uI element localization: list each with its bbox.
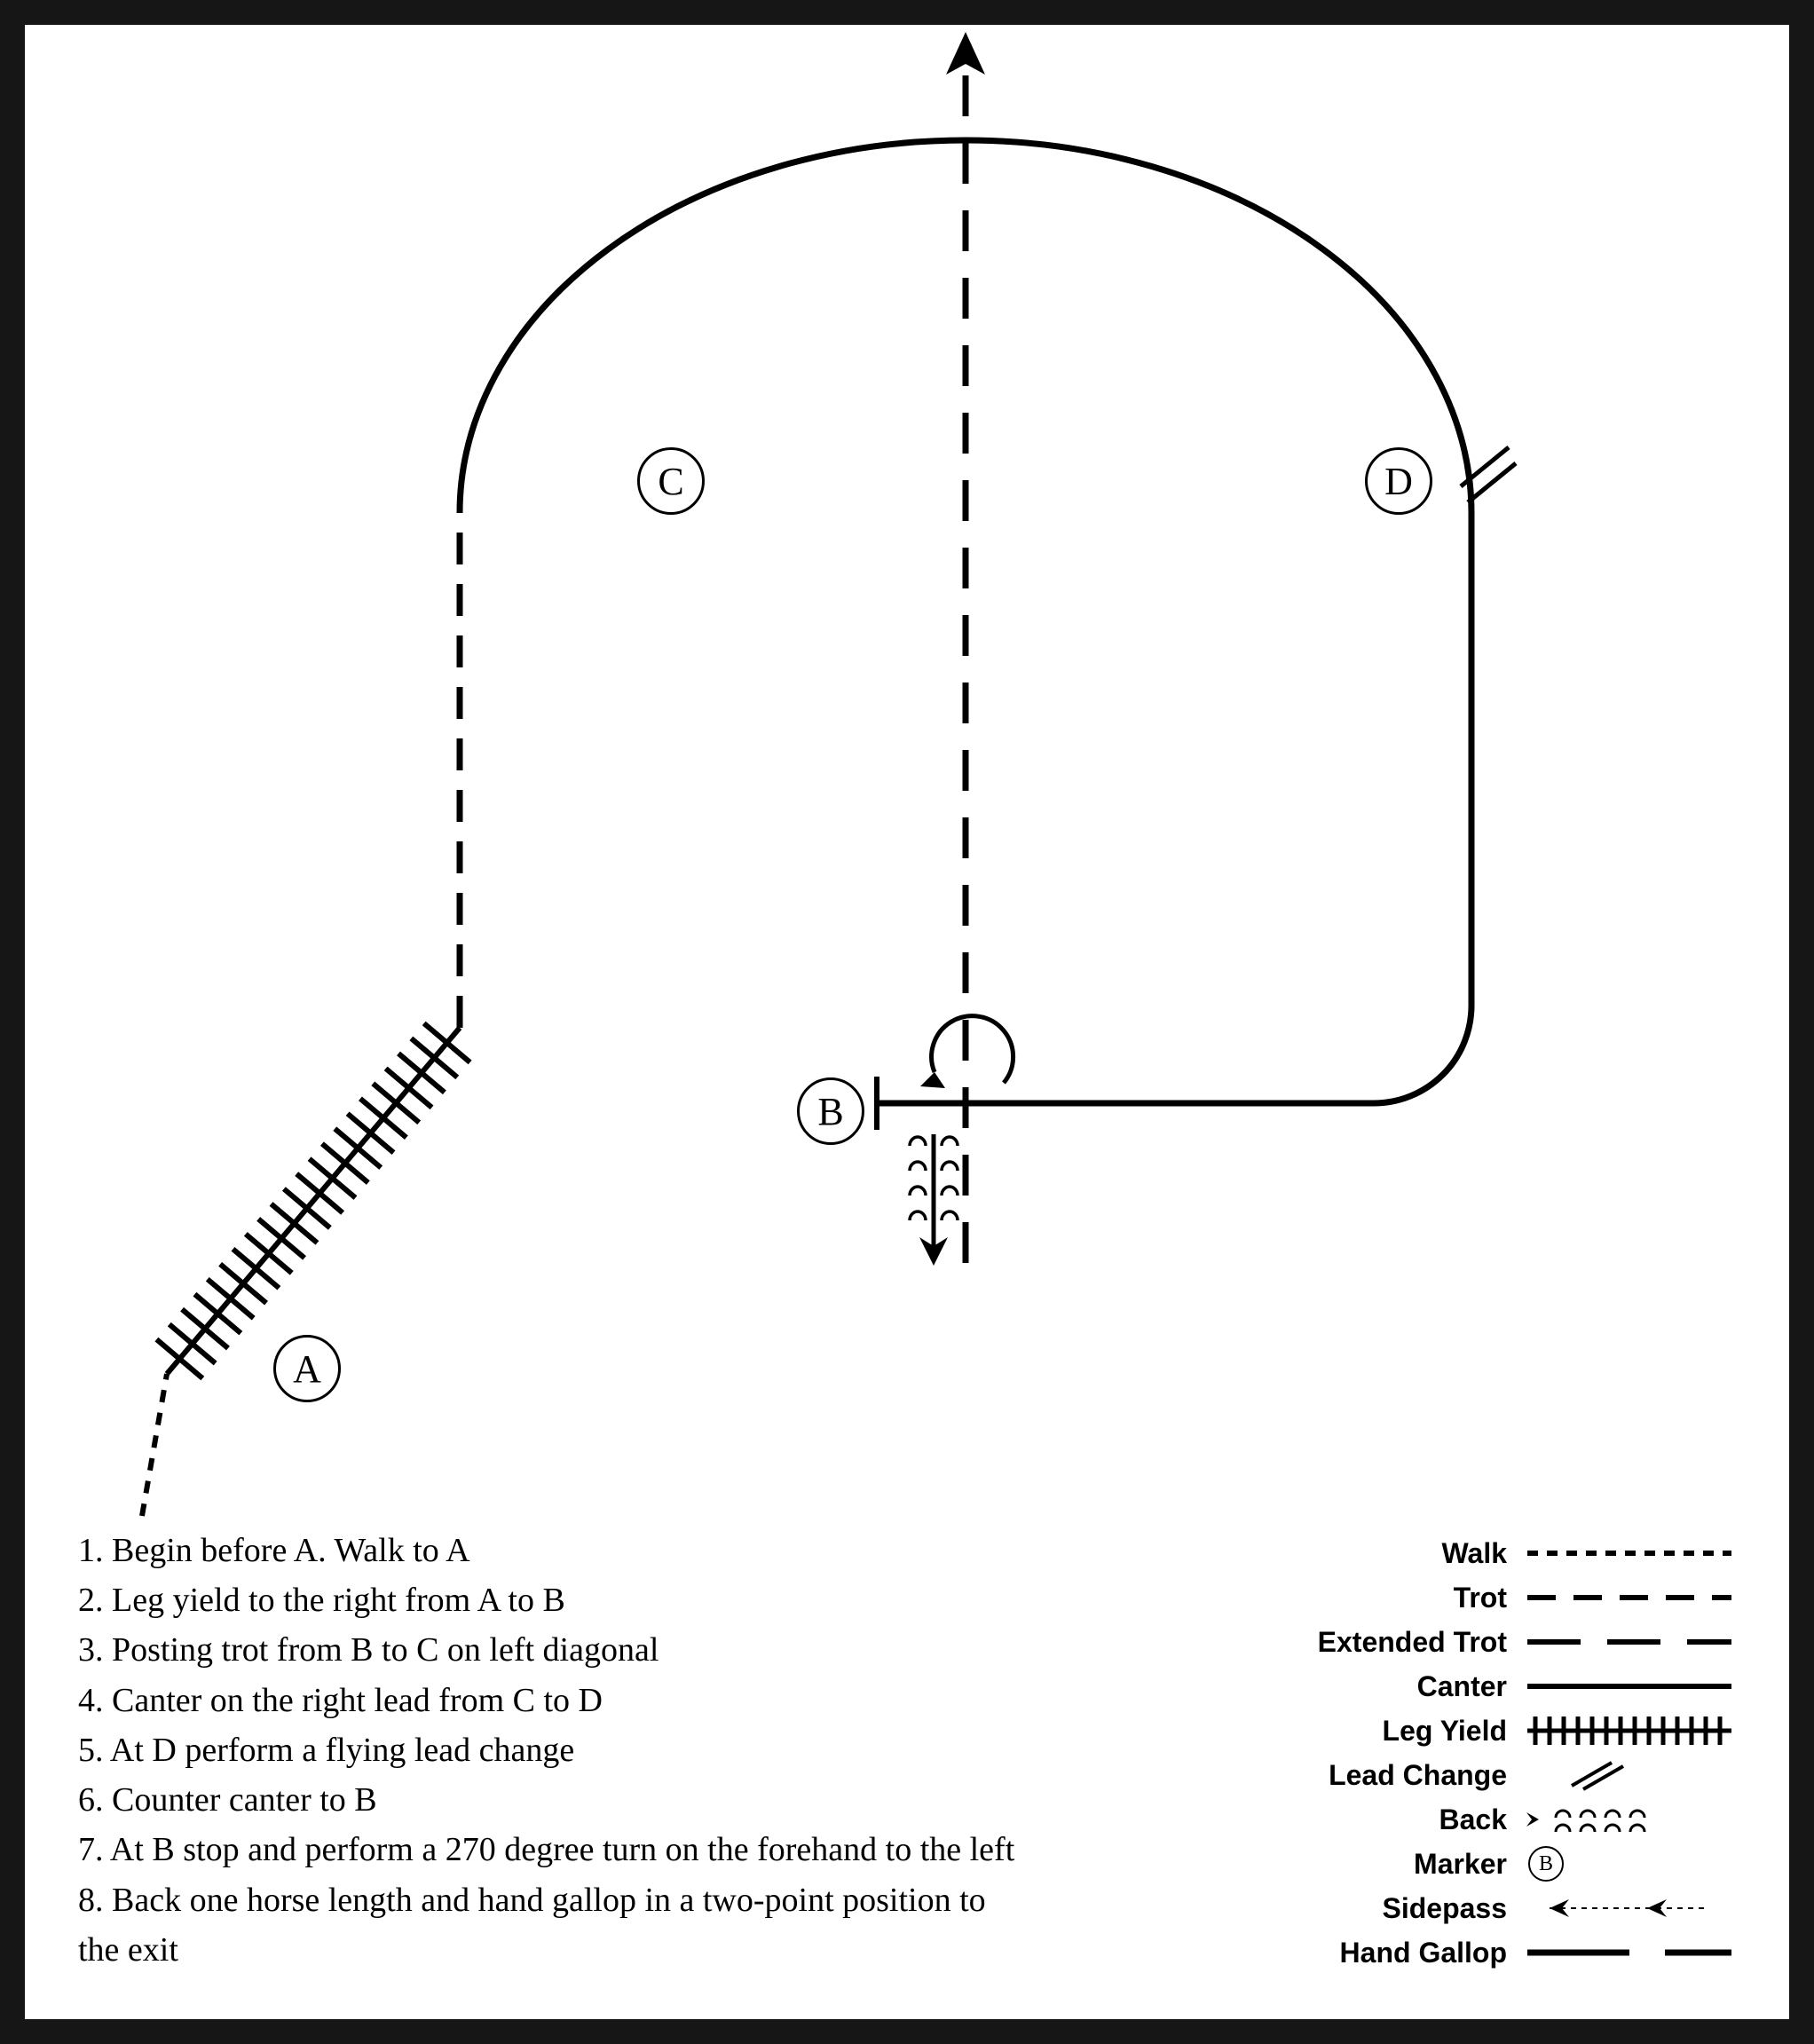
legend-label: Leg Yield bbox=[1383, 1715, 1507, 1748]
marker-b-label: B bbox=[817, 1089, 843, 1134]
legend-label: Back bbox=[1439, 1803, 1508, 1836]
legend-sample-walk bbox=[1523, 1535, 1736, 1571]
legend-label: Walk bbox=[1442, 1537, 1508, 1570]
legend-label: Canter bbox=[1417, 1670, 1507, 1703]
marker-c: C bbox=[637, 447, 705, 515]
legend-row: Canter bbox=[1274, 1664, 1736, 1709]
instructions-list: 1. Begin before A. Walk to A2. Leg yield… bbox=[78, 1526, 1019, 1975]
legend-sample-canter bbox=[1523, 1669, 1736, 1704]
marker-a: A bbox=[273, 1335, 341, 1402]
legend-row: Hand Gallop bbox=[1274, 1930, 1736, 1975]
legend-label: Marker bbox=[1414, 1848, 1507, 1881]
legend-label: Trot bbox=[1454, 1582, 1507, 1614]
instruction-line: 7. At B stop and perform a 270 degree tu… bbox=[78, 1825, 1019, 1874]
marker-a-label: A bbox=[293, 1346, 321, 1392]
legend-sample-ext_trot bbox=[1523, 1624, 1736, 1660]
legend-label: Extended Trot bbox=[1318, 1626, 1507, 1659]
instruction-line: 3. Posting trot from B to C on left diag… bbox=[78, 1625, 1019, 1675]
legend-row: Sidepass bbox=[1274, 1886, 1736, 1930]
legend-row: Leg Yield bbox=[1274, 1709, 1736, 1753]
marker-d: D bbox=[1365, 447, 1432, 515]
legend-sample-marker: B bbox=[1523, 1846, 1736, 1882]
instruction-line: 4. Canter on the right lead from C to D bbox=[78, 1676, 1019, 1725]
legend-label: Hand Gallop bbox=[1340, 1937, 1507, 1969]
legend-marker-circle: B bbox=[1528, 1846, 1564, 1882]
legend-sample-handgallop bbox=[1523, 1935, 1736, 1970]
legend-row: Walk bbox=[1274, 1531, 1736, 1575]
legend-row: Extended Trot bbox=[1274, 1620, 1736, 1664]
instruction-line: 1. Begin before A. Walk to A bbox=[78, 1526, 1019, 1575]
exit-arrowhead bbox=[946, 32, 985, 75]
marker-b: B bbox=[797, 1077, 864, 1145]
legend-sample-back bbox=[1523, 1802, 1736, 1837]
instruction-line: 2. Leg yield to the right from A to B bbox=[78, 1575, 1019, 1625]
turn-270-arrowhead bbox=[920, 1072, 945, 1088]
walk-path bbox=[142, 1374, 167, 1516]
legend-label: Sidepass bbox=[1382, 1892, 1507, 1925]
legend-row: Back bbox=[1274, 1797, 1736, 1842]
legend-sample-sidepass bbox=[1523, 1890, 1736, 1926]
legend-row: Marker B bbox=[1274, 1842, 1736, 1886]
marker-d-label: D bbox=[1384, 459, 1413, 504]
legend: Walk Trot Extended Trot Canter Leg Yield Lead… bbox=[1274, 1531, 1736, 1975]
marker-c-label: C bbox=[658, 459, 683, 504]
turn-270-arrow bbox=[932, 1016, 1013, 1083]
legyield-core bbox=[167, 1028, 460, 1374]
instruction-line: 5. At D perform a flying lead change bbox=[78, 1725, 1019, 1775]
legend-row: Trot bbox=[1274, 1575, 1736, 1620]
legend-row: Lead Change bbox=[1274, 1753, 1736, 1797]
legend-sample-trot bbox=[1523, 1580, 1736, 1615]
page-frame: A B C D 1. Begin before A. Walk to A2. L… bbox=[0, 0, 1814, 2044]
instruction-line: 6. Counter canter to B bbox=[78, 1775, 1019, 1825]
legend-sample-leadchange bbox=[1523, 1757, 1736, 1793]
legend-sample-legyield bbox=[1523, 1713, 1736, 1748]
legend-label: Lead Change bbox=[1329, 1759, 1507, 1792]
instruction-line: 8. Back one horse length and hand gallop… bbox=[78, 1875, 1019, 1975]
